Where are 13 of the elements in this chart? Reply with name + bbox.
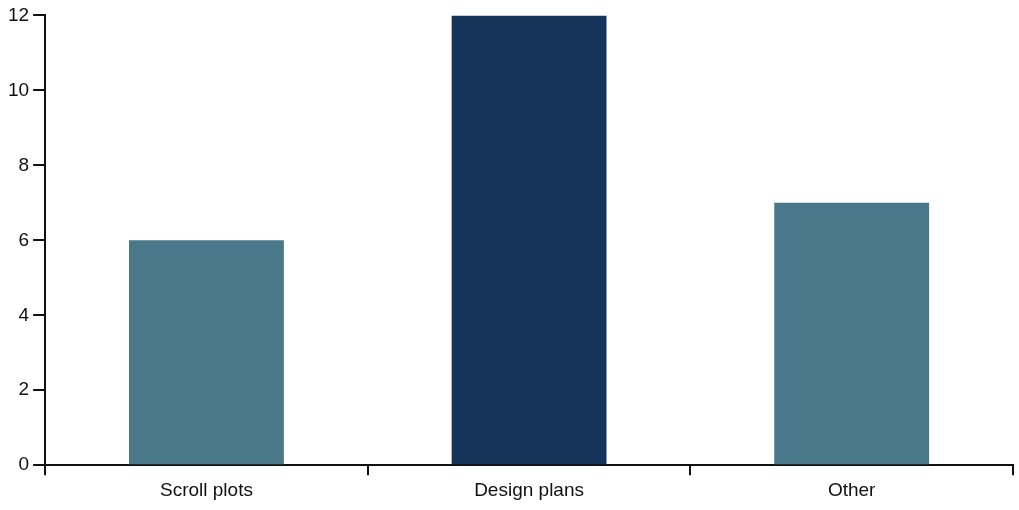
bar	[451, 15, 607, 465]
y-tick-label: 4	[18, 303, 30, 325]
bar	[129, 240, 284, 465]
x-tick-label: Design plans	[474, 478, 584, 500]
y-tick-label: 2	[18, 378, 30, 400]
x-tick-label: Scroll plots	[159, 478, 253, 500]
y-tick-label: 12	[7, 3, 30, 25]
y-tick-label: 10	[7, 78, 30, 100]
y-tick-label: 0	[18, 453, 30, 475]
bar	[774, 202, 930, 465]
y-tick-label: 6	[18, 228, 30, 250]
x-tick-label: Other	[827, 478, 877, 500]
y-tick-label: 8	[18, 153, 30, 175]
